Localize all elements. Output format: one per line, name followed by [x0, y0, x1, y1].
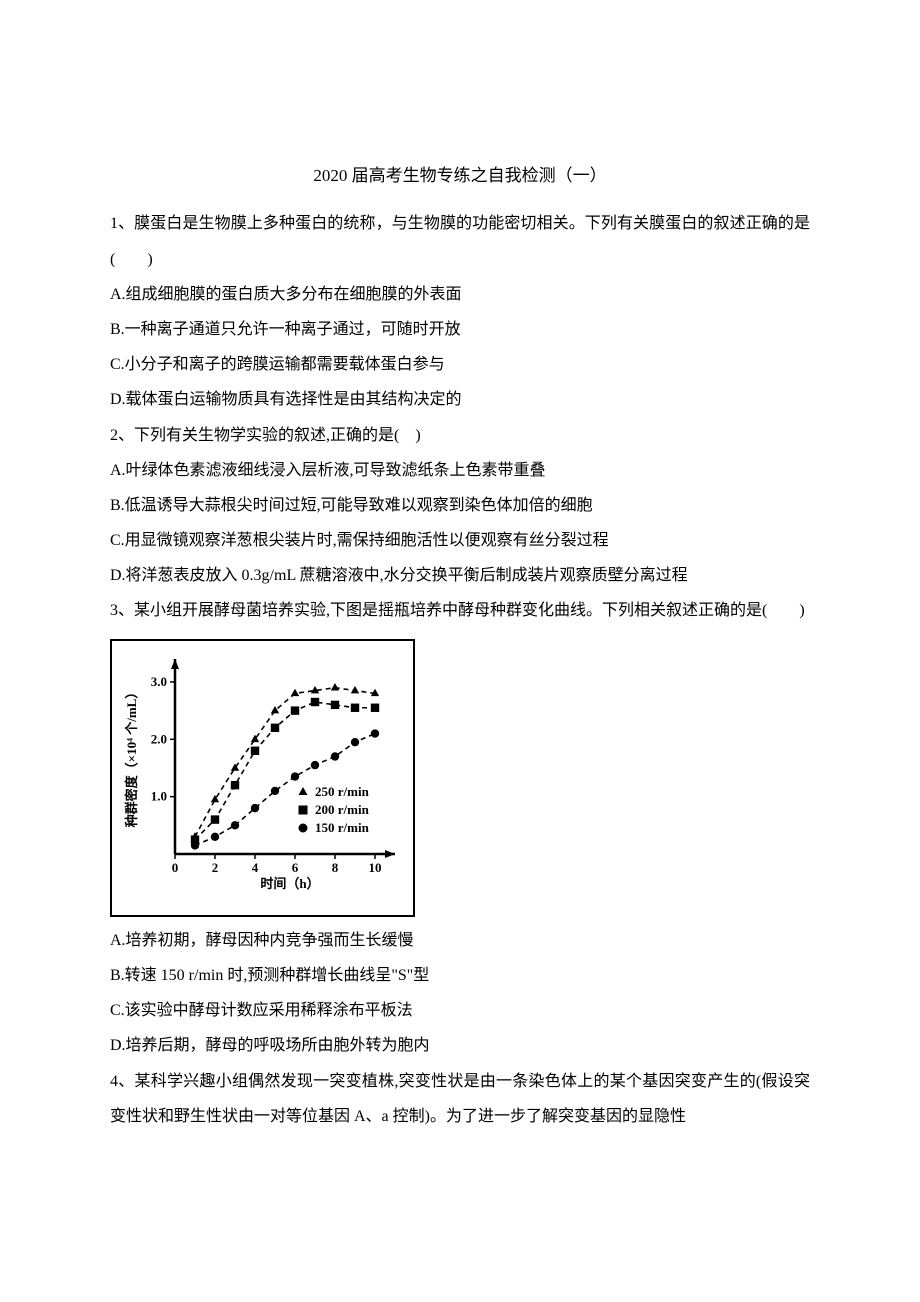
- q3-option-c: C.该实验中酵母计数应采用稀释涂布平板法: [110, 993, 810, 1028]
- q2-option-b: B.低温诱导大蒜根尖时间过短,可能导致难以观察到染色体加倍的细胞: [110, 488, 810, 523]
- svg-text:1.0: 1.0: [151, 788, 167, 803]
- svg-text:3.0: 3.0: [151, 674, 167, 689]
- svg-text:时间（h）: 时间（h）: [260, 876, 319, 891]
- q2-option-c: C.用显微镜观察洋葱根尖装片时,需保持细胞活性以便观察有丝分裂过程: [110, 523, 810, 558]
- svg-text:8: 8: [332, 860, 339, 875]
- document-page: 2020 届高考生物专练之自我检测（一） 1、膜蛋白是生物膜上多种蛋白的统称，与…: [0, 0, 920, 1302]
- q2-option-a: A.叶绿体色素滤液细线浸入层析液,可导致滤纸条上色素带重叠: [110, 453, 810, 488]
- svg-text:种群密度（×10⁴ 个/mL）: 种群密度（×10⁴ 个/mL）: [124, 685, 139, 828]
- svg-text:6: 6: [292, 860, 299, 875]
- chart-container: 0 2 4 6 8 10 1.0 2.0 3.0 时间（h） 种群密度（×10⁴ 个/mL） 250 …: [110, 639, 810, 917]
- q1-option-a: A.组成细胞膜的蛋白质大多分布在细胞膜的外表面: [110, 277, 810, 312]
- q4-stem: 4、某科学兴趣小组偶然发现一突变植株,突变性状是由一条染色体上的某个基因突变产生…: [110, 1064, 810, 1134]
- svg-text:0: 0: [172, 860, 179, 875]
- svg-text:4: 4: [252, 860, 259, 875]
- q3-stem: 3、某小组开展酵母菌培养实验,下图是摇瓶培养中酵母种群变化曲线。下列相关叙述正确…: [110, 593, 810, 628]
- svg-text:250 r/min: 250 r/min: [315, 784, 370, 799]
- q3-option-a: A.培养初期，酵母因种内竞争强而生长缓慢: [110, 923, 810, 958]
- yeast-chart: 0 2 4 6 8 10 1.0 2.0 3.0 时间（h） 种群密度（×10⁴ 个/mL） 250 …: [110, 639, 415, 917]
- q1-stem: 1、膜蛋白是生物膜上多种蛋白的统称，与生物膜的功能密切相关。下列有关膜蛋白的叙述…: [110, 206, 810, 276]
- svg-text:2: 2: [212, 860, 219, 875]
- q2-stem: 2、下列有关生物学实验的叙述,正确的是( ): [110, 418, 810, 453]
- q3-option-b: B.转速 150 r/min 时,预测种群增长曲线呈"S"型: [110, 958, 810, 993]
- svg-text:200 r/min: 200 r/min: [315, 802, 370, 817]
- chart-svg: 0 2 4 6 8 10 1.0 2.0 3.0 时间（h） 种群密度（×10⁴ 个/mL） 250 …: [120, 649, 405, 894]
- page-title: 2020 届高考生物专练之自我检测（一）: [110, 157, 810, 194]
- q1-option-d: D.载体蛋白运输物质具有选择性是由其结构决定的: [110, 382, 810, 417]
- q3-option-d: D.培养后期，酵母的呼吸场所由胞外转为胞内: [110, 1028, 810, 1063]
- q1-option-b: B.一种离子通道只允许一种离子通过，可随时开放: [110, 312, 810, 347]
- svg-text:150 r/min: 150 r/min: [315, 820, 370, 835]
- svg-text:10: 10: [369, 860, 382, 875]
- svg-text:2.0: 2.0: [151, 731, 167, 746]
- q2-option-d: D.将洋葱表皮放入 0.3g/mL 蔗糖溶液中,水分交换平衡后制成装片观察质壁分…: [110, 558, 810, 593]
- q1-option-c: C.小分子和离子的跨膜运输都需要载体蛋白参与: [110, 347, 810, 382]
